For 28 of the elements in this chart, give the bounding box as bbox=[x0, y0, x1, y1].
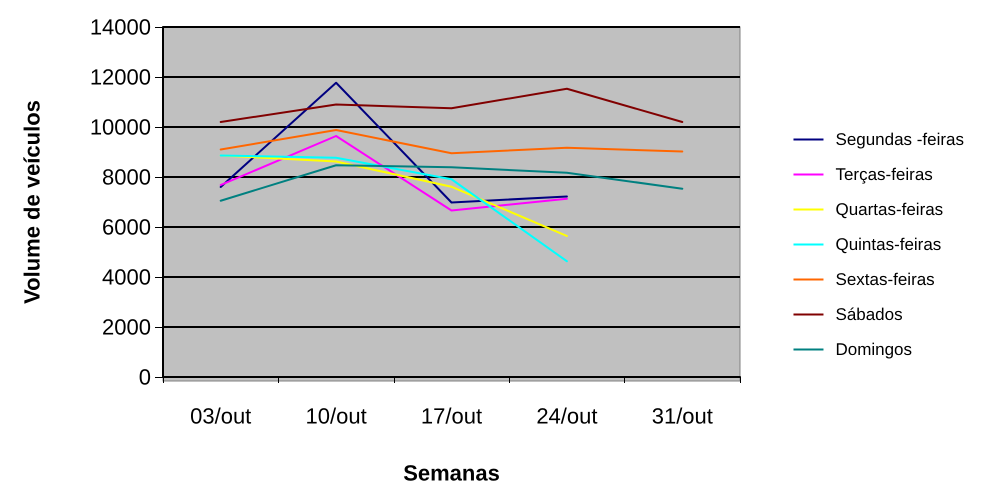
x-tick-label: 31/out bbox=[652, 404, 713, 428]
x-axis-title: Semanas bbox=[403, 460, 500, 486]
line-series bbox=[220, 164, 684, 202]
legend-label: Sábados bbox=[835, 305, 903, 324]
y-axis-title: Volume de veículos bbox=[20, 100, 44, 304]
line-series bbox=[220, 129, 684, 154]
x-tick-label: 03/out bbox=[190, 404, 252, 428]
line-series bbox=[220, 154, 568, 262]
legend-label: Quintas-feiras bbox=[835, 235, 942, 254]
y-tick-label: 6000 bbox=[102, 214, 151, 240]
y-tick-label: 12000 bbox=[90, 64, 151, 90]
x-tick-label: 17/out bbox=[420, 404, 482, 428]
legend-label: Terças-feiras bbox=[835, 165, 933, 184]
y-tick-label: 8000 bbox=[102, 164, 151, 190]
line-series bbox=[220, 82, 568, 204]
line-series bbox=[220, 135, 568, 212]
legend-label: Sextas-feiras bbox=[835, 270, 935, 289]
y-tick-label: 4000 bbox=[102, 264, 151, 290]
x-tick-label: 10/out bbox=[306, 404, 367, 428]
y-tick-label: 14000 bbox=[90, 14, 151, 40]
legend-label: Domingos bbox=[835, 340, 912, 359]
line-series bbox=[220, 88, 684, 123]
y-tick-label: 0 bbox=[138, 364, 151, 390]
legend-label: Quartas-feiras bbox=[835, 200, 944, 219]
legend-label: Segundas -feiras bbox=[835, 130, 964, 149]
x-tick-label: 24/out bbox=[536, 404, 598, 428]
y-tick-label: 2000 bbox=[102, 314, 151, 340]
y-tick-label: 10000 bbox=[90, 114, 151, 140]
